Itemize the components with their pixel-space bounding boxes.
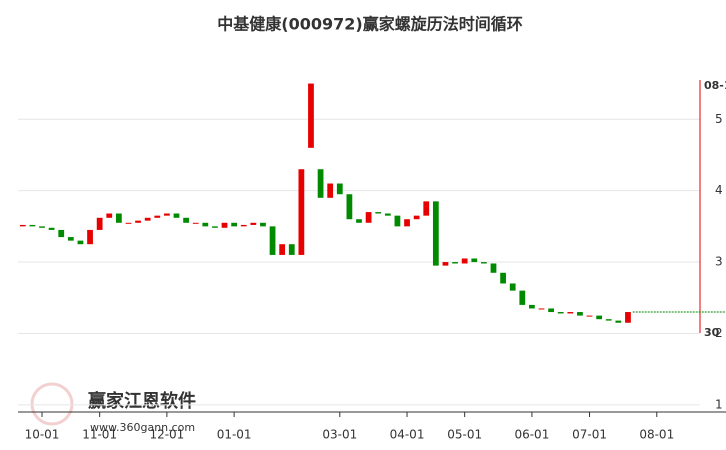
candle-body [221, 222, 228, 228]
candle-body [577, 312, 583, 316]
candle-body [461, 258, 468, 264]
x-tick-label: 06-01 [514, 428, 549, 442]
candle-body [48, 227, 55, 230]
candle-body [336, 183, 343, 195]
x-tick-label: 07-01 [572, 428, 607, 442]
candle-body [557, 312, 564, 314]
candle-body [356, 219, 362, 223]
candle-body [394, 215, 401, 227]
candle-body [115, 213, 122, 223]
candle-body [529, 304, 535, 309]
x-tick-label: 11-01 [82, 428, 117, 442]
candle-body [77, 240, 84, 245]
candle-body [615, 320, 622, 323]
candle-body [346, 194, 353, 220]
candle-body [490, 263, 497, 273]
candle-body [442, 262, 449, 266]
candle-body [260, 222, 266, 227]
candle-body [317, 169, 324, 198]
candle-body [423, 201, 430, 216]
x-tick-label: 08-01 [639, 428, 674, 442]
y-tick-label: 2 [715, 326, 723, 340]
candle-body [605, 319, 612, 321]
candle-body [548, 308, 554, 313]
candle-body [87, 229, 93, 245]
y-tick-label: 4 [715, 183, 723, 197]
candle-body [250, 222, 257, 225]
candle-body [413, 215, 420, 220]
candle-body [432, 201, 439, 266]
y-tick-label: 1 [715, 397, 723, 411]
candle-body [183, 217, 189, 223]
candle-body [567, 312, 574, 314]
x-tick-label: 05-01 [447, 428, 482, 442]
annotation: 30 [704, 326, 720, 339]
x-tick-label: 10-01 [25, 428, 60, 442]
candle-body [106, 213, 113, 218]
candle-body [586, 315, 593, 317]
candle-body [144, 217, 151, 221]
candle-body [298, 169, 305, 255]
candle-body [154, 215, 161, 218]
candle-body [365, 212, 372, 223]
candle-body [19, 224, 26, 227]
candle-body [480, 262, 487, 264]
candle-body [384, 213, 391, 216]
candle-body [39, 226, 45, 228]
x-tick-label: 04-01 [390, 428, 425, 442]
candle-body [135, 220, 141, 223]
watermark: 赢家江恩软件 [88, 390, 196, 412]
candle-body [509, 283, 516, 291]
candle-body [327, 183, 334, 198]
candle-body [58, 229, 65, 238]
candle-body [29, 224, 36, 227]
candle-body [596, 315, 603, 320]
candle-body [288, 244, 295, 255]
annotation: 08-1 [704, 79, 726, 92]
chart-title: 中基健康(000972)赢家螺旋历法时间循环 [217, 15, 522, 34]
y-tick-label: 3 [715, 255, 723, 269]
candle-body [125, 222, 132, 224]
candle-body [231, 222, 238, 227]
candle-body [67, 237, 74, 241]
x-tick-label: 01-01 [217, 428, 252, 442]
candle-body [269, 226, 276, 255]
candle-body [279, 244, 286, 255]
candle-body [519, 290, 526, 305]
candle-body [308, 83, 314, 148]
x-tick-label: 12-01 [149, 428, 184, 442]
candle-body [375, 212, 382, 214]
candle-body [452, 262, 458, 264]
candle-body [164, 213, 170, 216]
candle-body [173, 213, 180, 218]
candle-body [192, 222, 199, 224]
candle-body [212, 226, 218, 228]
y-tick-label: 5 [715, 112, 723, 126]
candle-body [240, 224, 247, 227]
candle-body [538, 308, 545, 310]
watermark-logo [30, 382, 74, 426]
x-tick-label: 03-01 [322, 428, 357, 442]
candle-body [625, 312, 631, 323]
candle-body [500, 272, 506, 284]
watermark-url: www.360gann.com [90, 421, 195, 434]
candle-body [471, 258, 478, 263]
candle-body [202, 222, 209, 227]
candle-body [404, 219, 410, 227]
candle-body [96, 217, 103, 230]
